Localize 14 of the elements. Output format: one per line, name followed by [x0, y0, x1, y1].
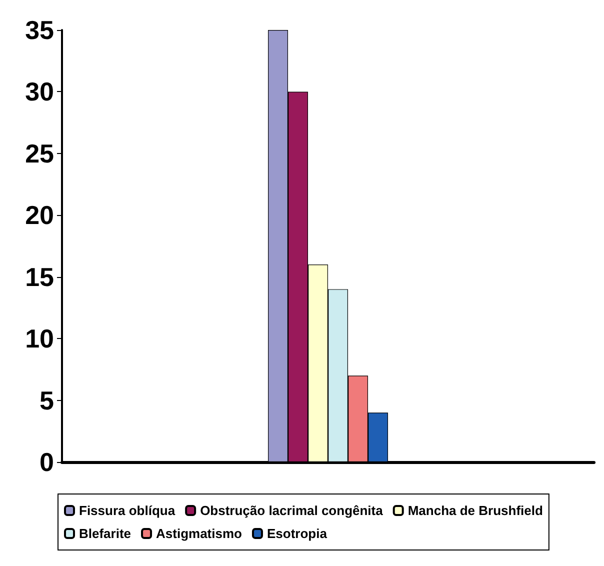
legend-label: Mancha de Brushfield	[408, 503, 543, 518]
y-tick-label: 30	[25, 76, 54, 107]
y-tick-label: 0	[40, 447, 54, 477]
y-tick-label: 35	[25, 15, 54, 45]
legend-label: Esotropia	[266, 526, 328, 541]
legend-label: Blefarite	[79, 526, 132, 541]
y-tick-label: 10	[25, 324, 54, 354]
legend-label: Fissura oblíqua	[79, 503, 176, 518]
legend-label: Obstrução lacrimal congênita	[200, 503, 384, 518]
y-tick-label: 5	[40, 385, 54, 416]
y-tick-label: 20	[25, 200, 54, 230]
legend-label: Astigmatismo	[156, 526, 242, 541]
y-tick-label: 15	[25, 262, 54, 292]
y-tick-label: 25	[25, 138, 54, 168]
